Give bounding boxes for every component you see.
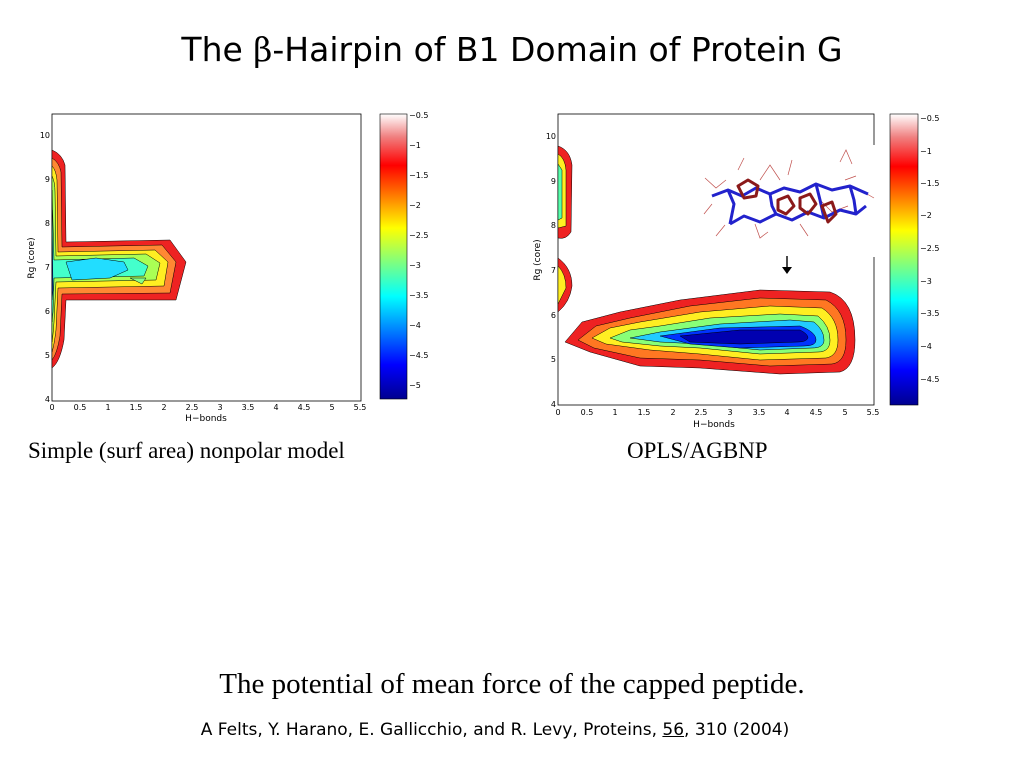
contour-region <box>51 149 187 369</box>
colorbar-tick-label: −1.5 <box>409 171 428 180</box>
x-tick-label: 0.5 <box>74 403 87 412</box>
colorbar-tick-label: −1 <box>409 141 421 150</box>
title-suffix: -Hairpin of B1 Domain of Protein G <box>272 30 843 69</box>
colorbar-tick-label: −4.5 <box>409 351 428 360</box>
left-pmf-figure: 0 0.5 1 1.5 2 2.5 3 3.5 4 4.5 5 5.5 H−bo… <box>27 111 428 424</box>
x-tick-label: 4 <box>273 403 278 412</box>
y-tick-label: 5 <box>551 355 556 364</box>
title-prefix: The <box>181 30 254 69</box>
y-tick-label: 5 <box>45 351 50 360</box>
x-axis: 0 0.5 1 1.5 2 2.5 3 3.5 4 4.5 5 5.5 H−bo… <box>555 408 879 430</box>
x-tick-label: 0.5 <box>581 408 594 417</box>
x-tick-label: 2.5 <box>186 403 199 412</box>
colorbar-tick-label: −2 <box>920 211 932 220</box>
x-tick-label: 3 <box>217 403 222 412</box>
y-tick-label: 7 <box>45 263 50 272</box>
right-figure-caption: OPLS/AGBNP <box>627 438 768 463</box>
x-tick-label: 4 <box>784 408 789 417</box>
y-tick-label: 10 <box>546 132 556 141</box>
slide-caption: The potential of mean force of the cappe… <box>219 668 805 700</box>
x-tick-label: 5.5 <box>354 403 367 412</box>
y-tick-label: 6 <box>45 307 50 316</box>
citation: A Felts, Y. Harano, E. Gallicchio, and R… <box>0 720 990 740</box>
right-pmf-figure: 0 0.5 1 1.5 2 2.5 3 3.5 4 4.5 5 5.5 H−bo… <box>533 113 939 430</box>
x-tick-label: 3.5 <box>242 403 255 412</box>
citation-text: A Felts, Y. Harano, E. Gallicchio, and R… <box>200 720 663 740</box>
colorbar-tick-label: −2 <box>409 201 421 210</box>
x-tick-label: 3 <box>727 408 732 417</box>
x-tick-label: 0 <box>49 403 54 412</box>
beta-symbol: β <box>253 30 273 69</box>
colorbar-tick-label: −2.5 <box>920 244 939 253</box>
x-tick-label: 0 <box>555 408 560 417</box>
y-tick-label: 4 <box>45 395 50 404</box>
colorbar: −0.5 −1 −1.5 −2 −2.5 −3 −3.5 −4 −4.5 −5 <box>379 111 428 400</box>
colorbar-tick-label: −0.5 <box>409 111 428 120</box>
colorbar: −0.5 −1 −1.5 −2 −2.5 −3 −3.5 −4 −4.5 <box>889 113 939 406</box>
colorbar-tick-label: −2.5 <box>409 231 428 240</box>
colorbar-tick-label: −3 <box>409 261 421 270</box>
x-tick-label: 2 <box>161 403 166 412</box>
left-figure-caption: Simple (surf area) nonpolar model <box>28 438 345 463</box>
x-tick-label: 5 <box>842 408 847 417</box>
y-tick-label: 4 <box>551 400 556 409</box>
x-axis-label: H−bonds <box>185 414 227 424</box>
colorbar-tick-label: −4 <box>409 321 421 330</box>
x-tick-label: 5 <box>329 403 334 412</box>
y-tick-label: 9 <box>551 177 556 186</box>
x-axis: 0 0.5 1 1.5 2 2.5 3 3.5 4 4.5 5 5.5 H−bo… <box>49 403 366 424</box>
y-axis: 4 5 6 7 8 9 10 Rg (core) <box>533 132 556 409</box>
arrow-icon <box>782 256 792 274</box>
colorbar-tick-label: −5 <box>409 381 421 390</box>
slide-title: The β-Hairpin of B1 Domain of Protein G <box>0 30 1024 69</box>
y-axis-label: Rg (core) <box>27 237 37 278</box>
contour-region <box>557 145 856 375</box>
y-tick-label: 8 <box>45 219 50 228</box>
colorbar-tick-label: −4 <box>920 342 932 351</box>
citation-volume: 56 <box>662 720 685 740</box>
colorbar-tick-label: −1.5 <box>920 179 939 188</box>
citation-pages: , 310 (2004) <box>684 720 790 740</box>
y-axis: 4 5 6 7 8 9 10 Rg (core) <box>27 131 50 404</box>
colorbar-tick-label: −3.5 <box>409 291 428 300</box>
colorbar-tick-label: −0.5 <box>920 114 939 123</box>
x-tick-label: 5.5 <box>867 408 880 417</box>
x-tick-label: 4.5 <box>810 408 823 417</box>
peptide-structure-inset <box>698 145 882 257</box>
colorbar-tick-label: −4.5 <box>920 375 939 384</box>
x-tick-label: 4.5 <box>298 403 311 412</box>
x-tick-label: 1 <box>612 408 617 417</box>
colorbar-tick-label: −3.5 <box>920 309 939 318</box>
y-tick-label: 8 <box>551 221 556 230</box>
x-tick-label: 1.5 <box>130 403 143 412</box>
y-tick-label: 7 <box>551 266 556 275</box>
colorbar-tick-label: −1 <box>920 147 932 156</box>
y-axis-label: Rg (core) <box>533 239 543 280</box>
y-tick-label: 9 <box>45 175 50 184</box>
x-tick-label: 1.5 <box>638 408 651 417</box>
colorbar-tick-label: −3 <box>920 277 932 286</box>
x-tick-label: 2.5 <box>695 408 708 417</box>
y-tick-label: 10 <box>40 131 50 140</box>
y-tick-label: 6 <box>551 311 556 320</box>
x-tick-label: 2 <box>670 408 675 417</box>
x-tick-label: 3.5 <box>753 408 766 417</box>
x-tick-label: 1 <box>105 403 110 412</box>
x-axis-label: H−bonds <box>693 420 735 430</box>
